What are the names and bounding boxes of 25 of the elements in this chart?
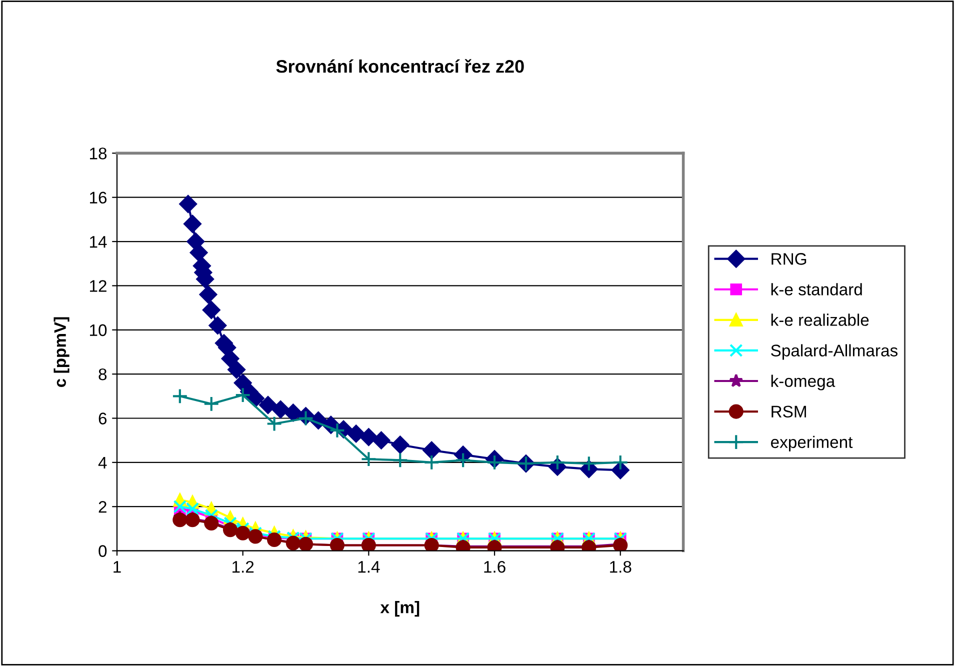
y-tick-label: 12 [90,280,106,292]
x-tick-label: 1.2 [232,560,254,573]
x-tick-label: 1.8 [610,560,632,573]
y-tick-label: 16 [90,192,107,204]
legend-label: RSM [772,406,806,418]
y-tick-label: 18 [90,148,107,160]
x-tick-label: 1.4 [358,561,380,573]
legend-label: experiment [771,436,853,452]
y-tick-label: 14 [90,236,107,248]
y-tick-label: 2 [98,501,106,513]
x-tick-label: 1 [114,561,121,573]
chart-title: Srovnání koncentrací řez z20 [276,59,524,73]
y-tick-label: 6 [98,412,107,424]
legend-label: k-omega [771,374,836,390]
legend-label: k-e realizable [771,314,869,326]
y-tick-label: 10 [90,324,107,336]
y-tick-label: 4 [98,457,107,468]
y-tick-label: 0 [98,545,107,557]
legend-label: Spalard-Allmaras [771,344,898,360]
legend-label: RNG [772,253,806,265]
x-axis-title: x [m] [380,601,420,617]
x-tick-label: 1.6 [484,560,506,573]
legend-label: k-e standard [771,283,862,296]
y-tick-label: 8 [98,368,107,380]
y-axis-title: c [ppmV] [54,317,70,387]
